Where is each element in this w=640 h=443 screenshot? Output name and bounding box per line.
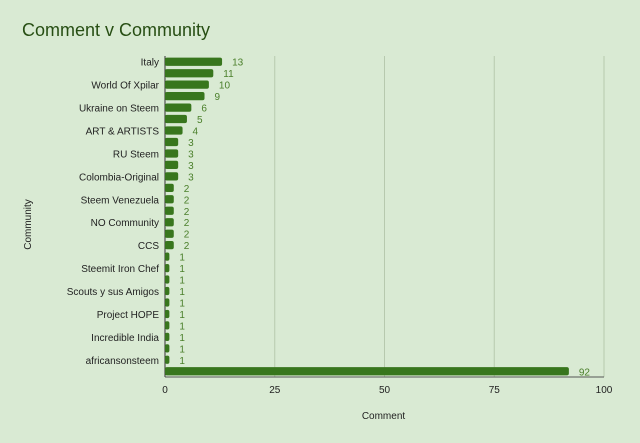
x-tick-label-4: 100 bbox=[596, 385, 613, 396]
data-label-4: 6 bbox=[201, 104, 207, 115]
bar-9 bbox=[165, 160, 179, 170]
category-label-6: ART & ARTISTS bbox=[86, 127, 160, 138]
chart-title: Comment v Community bbox=[22, 20, 211, 40]
data-label-8: 3 bbox=[188, 149, 194, 160]
category-label-20: Scouts y sus Amigos bbox=[67, 287, 159, 298]
data-label-14: 2 bbox=[184, 218, 190, 229]
x-tick-label-1: 25 bbox=[269, 385, 281, 396]
bar-19 bbox=[165, 275, 170, 284]
bar-4 bbox=[165, 103, 192, 112]
category-label-24: Incredible India bbox=[91, 333, 159, 344]
category-label-22: Project HOPE bbox=[97, 310, 160, 321]
data-label-22: 1 bbox=[179, 310, 185, 321]
bar-3 bbox=[165, 91, 205, 101]
bar-7 bbox=[165, 137, 179, 147]
category-label-0: Italy bbox=[141, 58, 159, 69]
bar-16 bbox=[165, 241, 174, 250]
category-label-12: Steem Venezuela bbox=[81, 195, 160, 206]
data-label-17: 1 bbox=[179, 253, 185, 264]
bar-23 bbox=[165, 321, 170, 330]
data-label-16: 2 bbox=[184, 241, 190, 252]
bar-0 bbox=[165, 57, 223, 66]
data-label-21: 1 bbox=[179, 298, 185, 309]
category-label-4: Ukraine on Steem bbox=[79, 104, 159, 115]
category-label-10: Colombia-Original bbox=[79, 172, 159, 183]
category-label-16: CCS bbox=[138, 241, 159, 252]
bar-20 bbox=[165, 286, 170, 296]
bar-5 bbox=[165, 114, 187, 124]
x-tick-label-3: 75 bbox=[489, 385, 501, 396]
data-label-9: 3 bbox=[188, 161, 194, 172]
bar-13 bbox=[165, 206, 174, 215]
x-axis-title: Comment bbox=[362, 411, 406, 422]
category-label-8: RU Steem bbox=[113, 149, 159, 160]
bar-11 bbox=[165, 183, 174, 192]
data-label-13: 2 bbox=[184, 207, 190, 218]
data-label-20: 1 bbox=[179, 287, 185, 298]
data-label-15: 2 bbox=[184, 230, 190, 241]
bar-2 bbox=[165, 80, 209, 89]
x-tick-label-0: 0 bbox=[162, 385, 168, 396]
bar-14 bbox=[165, 218, 174, 227]
data-label-2: 10 bbox=[219, 81, 231, 92]
data-label-3: 9 bbox=[215, 92, 221, 103]
category-label-14: NO Community bbox=[91, 218, 159, 229]
category-label-26: africansonsteem bbox=[86, 356, 159, 367]
data-label-6: 4 bbox=[193, 127, 199, 138]
data-label-7: 3 bbox=[188, 138, 194, 149]
data-label-10: 3 bbox=[188, 172, 194, 183]
data-label-19: 1 bbox=[179, 276, 185, 287]
bar-15 bbox=[165, 229, 174, 238]
bar-26 bbox=[165, 355, 170, 364]
bar-10 bbox=[165, 172, 179, 181]
data-label-25: 1 bbox=[179, 344, 185, 355]
bar-27 bbox=[165, 367, 569, 376]
bar-17 bbox=[165, 252, 170, 261]
data-label-5: 5 bbox=[197, 115, 203, 126]
data-label-24: 1 bbox=[179, 333, 185, 344]
data-label-1: 11 bbox=[223, 69, 234, 80]
data-label-0: 13 bbox=[232, 58, 244, 69]
bar-25 bbox=[165, 344, 170, 353]
bar-24 bbox=[165, 332, 170, 342]
bar-12 bbox=[165, 195, 174, 204]
x-tick-label-2: 50 bbox=[379, 385, 391, 396]
y-axis-title: Community bbox=[23, 199, 34, 250]
bar-21 bbox=[165, 298, 170, 307]
category-label-18: Steemit Iron Chef bbox=[81, 264, 159, 275]
bar-1 bbox=[165, 69, 214, 78]
category-label-2: World Of Xpilar bbox=[91, 81, 159, 92]
bar-18 bbox=[165, 263, 170, 273]
data-label-23: 1 bbox=[179, 321, 185, 332]
data-label-26: 1 bbox=[179, 356, 185, 367]
data-label-27: 92 bbox=[579, 367, 591, 378]
data-label-18: 1 bbox=[179, 264, 185, 275]
bar-22 bbox=[165, 309, 170, 319]
bar-8 bbox=[165, 149, 179, 158]
data-label-11: 2 bbox=[184, 184, 190, 195]
bar-6 bbox=[165, 126, 183, 135]
data-label-12: 2 bbox=[184, 195, 190, 206]
